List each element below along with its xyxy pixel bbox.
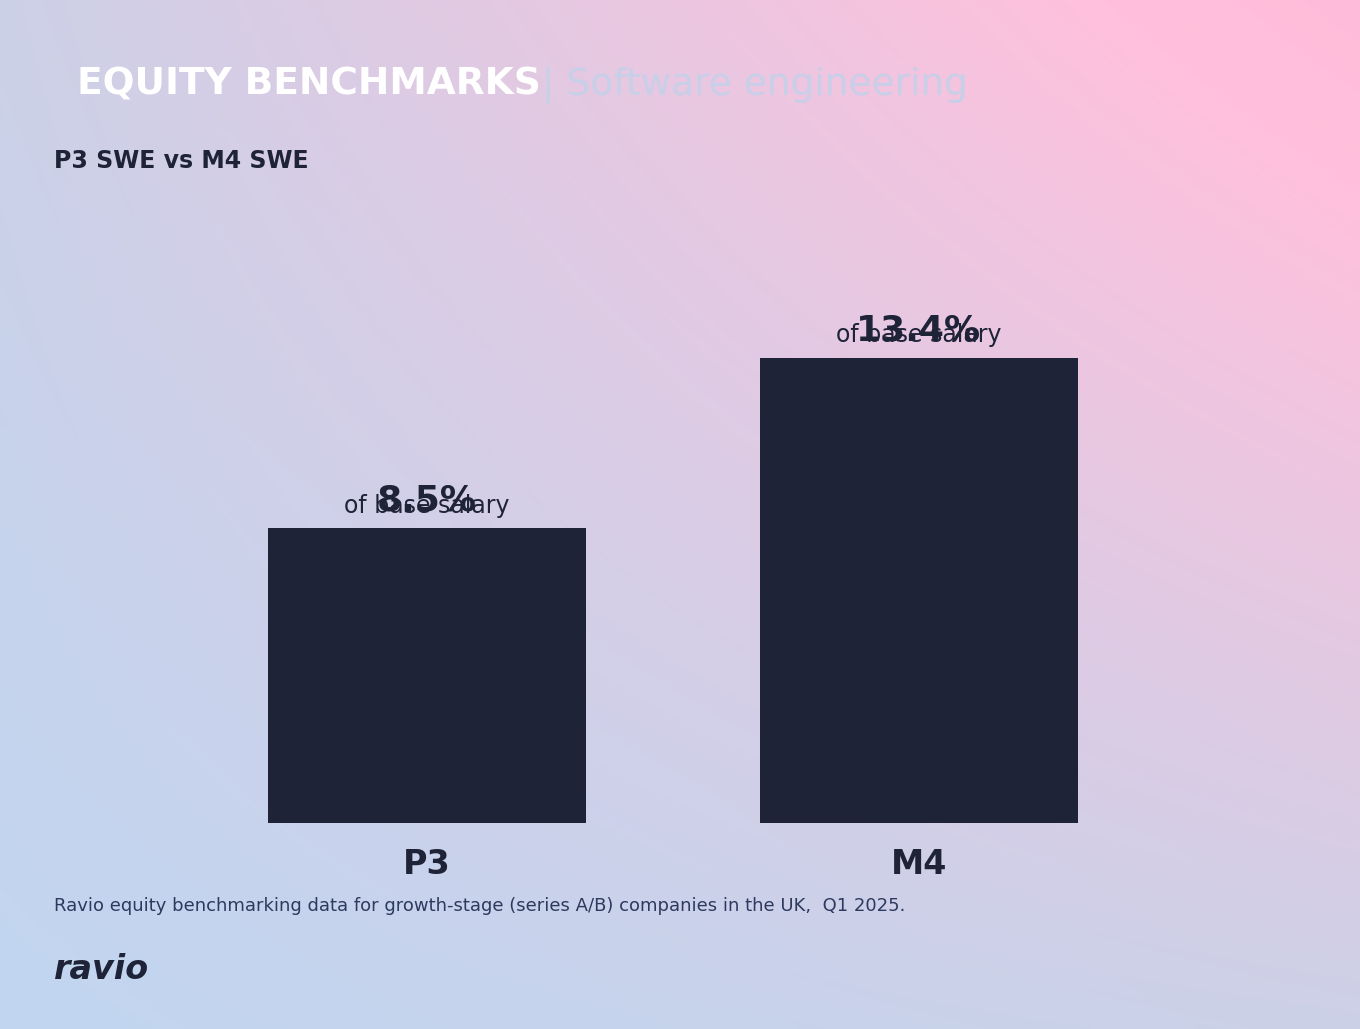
Bar: [268, 528, 586, 823]
Text: ravio: ravio: [54, 953, 150, 987]
Bar: [759, 358, 1077, 823]
Text: EQUITY BENCHMARKS: EQUITY BENCHMARKS: [78, 67, 541, 103]
Text: 13.4%: 13.4%: [855, 314, 981, 348]
Text: of base salary: of base salary: [836, 295, 1001, 348]
Text: Ravio equity benchmarking data for growth-stage (series A/B) companies in the UK: Ravio equity benchmarking data for growt…: [54, 896, 906, 915]
Text: of base salary: of base salary: [344, 466, 510, 518]
Text: 8.5%: 8.5%: [377, 484, 477, 518]
Text: P3 SWE vs M4 SWE: P3 SWE vs M4 SWE: [54, 148, 309, 173]
Text: | Software engineering: | Software engineering: [530, 66, 968, 104]
